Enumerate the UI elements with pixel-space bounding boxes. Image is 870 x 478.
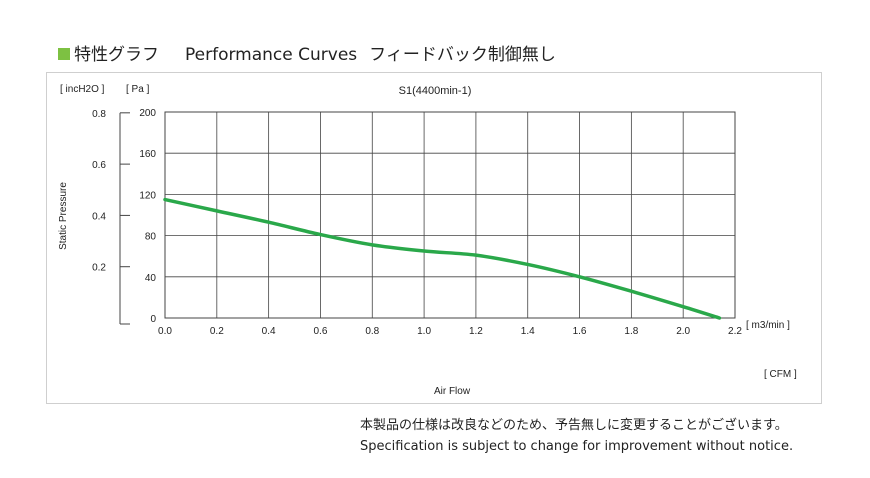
y-tick-label: 80 [145, 232, 157, 243]
chart-heading: 特性グラフ Performance Curves フィードバック制御無し [58, 40, 556, 65]
x-tick-label: 1.2 [469, 326, 483, 337]
chart-title: S1(4400min-1) [399, 85, 472, 97]
disclaimer-en: Specification is subject to change for i… [360, 439, 794, 454]
x-tick-label: 0.6 [314, 326, 328, 337]
chart-frame [46, 72, 822, 404]
y2-unit-label: [ incH2O ] [60, 84, 105, 95]
x-tick-label: 1.4 [521, 326, 535, 337]
x-axis-label: Air Flow [434, 386, 471, 397]
x-tick-label: 0.4 [262, 326, 276, 337]
x-tick-label: 0.8 [365, 326, 379, 337]
y2-tick-label: 0.4 [92, 211, 106, 222]
x-tick-label: 0.2 [210, 326, 224, 337]
heading-title-en: Performance Curves [185, 45, 358, 65]
y2-tick-label: 0.8 [92, 109, 106, 120]
x-tick-label: 1.6 [573, 326, 587, 337]
disclaimer-jp: 本製品の仕様は改良などのため、予告無しに変更することがございます。 [360, 418, 788, 433]
x-tick-label: 0.0 [158, 326, 172, 337]
y2-tick-label: 0.6 [92, 160, 106, 171]
y-axis-label: Static Pressure [58, 182, 69, 250]
y-tick-label: 40 [145, 273, 157, 284]
x-tick-label: 2.2 [728, 326, 742, 337]
y-tick-label: 120 [139, 190, 156, 201]
performance-curve [163, 197, 722, 320]
x-tick-label: 1.8 [624, 326, 638, 337]
plot-border [164, 111, 736, 319]
heading-subtitle-jp: フィードバック制御無し [369, 45, 556, 65]
y2-tick-label: 0.2 [92, 263, 106, 274]
y-tick-label: 160 [139, 149, 156, 160]
x-tick-label: 1.0 [417, 326, 431, 337]
x2-unit-label: [ CFM ] [764, 369, 797, 380]
x-tick-label: 2.0 [676, 326, 690, 337]
y-unit-label: [ Pa ] [126, 84, 150, 95]
square-bullet-icon [58, 48, 70, 60]
y-tick-label: 200 [139, 108, 156, 119]
y-tick-label: 0 [150, 314, 156, 325]
heading-title-jp: 特性グラフ [74, 45, 159, 65]
x-unit-label: [ m3/min ] [746, 320, 790, 331]
